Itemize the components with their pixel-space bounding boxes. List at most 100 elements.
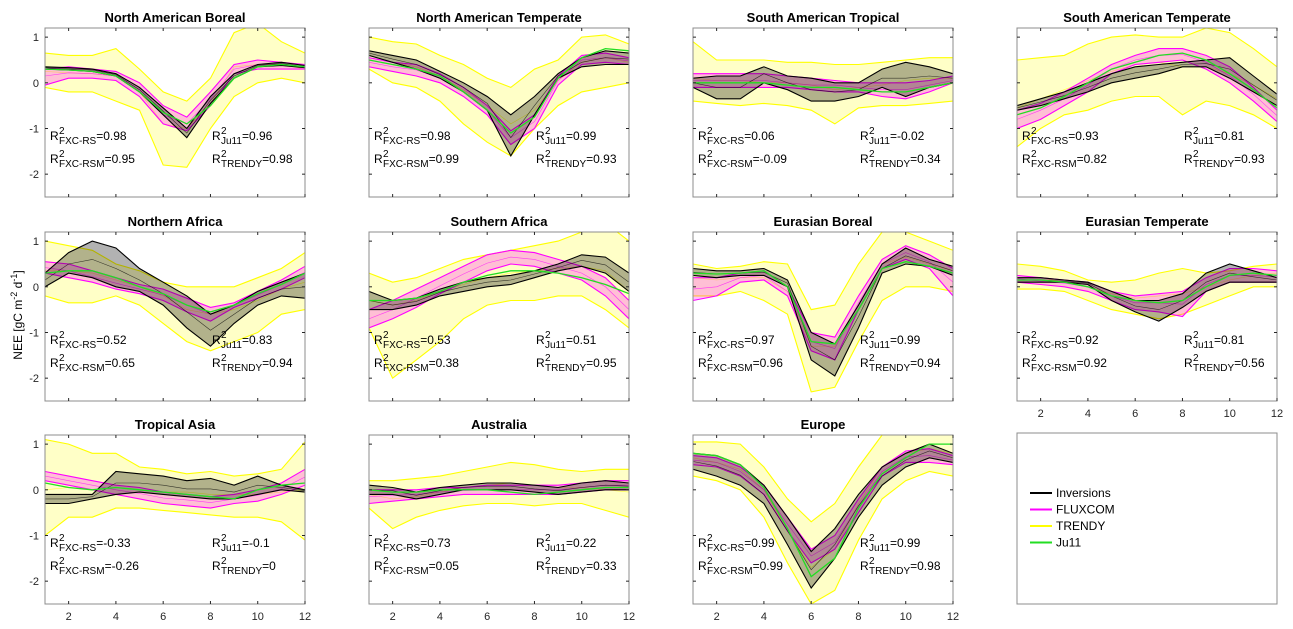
series-line <box>45 270 305 313</box>
mean-line <box>369 259 629 306</box>
y-tick-label: 1 <box>33 236 39 248</box>
mean-line <box>693 73 953 93</box>
stat-value: =0.83 <box>242 333 273 347</box>
stat-annotation: R2 FXC-RS=0.06 <box>698 126 775 147</box>
x-tick-label: 2 <box>390 611 396 623</box>
axes-box <box>44 27 306 198</box>
plot-area <box>693 435 953 604</box>
range-band <box>45 469 305 509</box>
stat-annotation: R2 Ju11=0.96 <box>212 126 273 147</box>
stat-power: 2 <box>383 149 389 160</box>
stat-value: =0.06 <box>744 129 775 143</box>
stat-subscript: FXC-RS <box>383 543 421 554</box>
range-upper <box>369 52 629 132</box>
stat-value: =0 <box>262 559 276 573</box>
stat-subscript: TRENDY <box>869 159 910 170</box>
stat-power: 2 <box>869 556 875 567</box>
stat-annotation: R2 TRENDY=0.94 <box>212 353 293 374</box>
stat-subscript: Ju11 <box>869 543 890 554</box>
stat-subscript: FXC-RS <box>1031 136 1069 147</box>
axes-box <box>1016 231 1278 402</box>
mean-line <box>45 475 305 503</box>
stat-power: 2 <box>545 353 551 364</box>
stat-value: =0.93 <box>1234 152 1265 166</box>
stat-subscript: Ju11 <box>221 136 242 147</box>
stat-value: =0.99 <box>890 333 921 347</box>
range-lower <box>1017 66 1277 111</box>
range-upper <box>693 61 953 84</box>
stat-symbol: R <box>212 152 221 166</box>
stat-value: =0.81 <box>1214 333 1245 347</box>
panel-title: North American Boreal <box>104 10 245 25</box>
stat-subscript: FXC-RS <box>707 340 745 351</box>
y-label-part: d <box>11 282 25 292</box>
stat-power: 2 <box>1193 126 1199 137</box>
range-upper <box>1017 263 1277 302</box>
stat-subscript: TRENDY <box>1193 159 1234 170</box>
stat-symbol: R <box>212 129 221 143</box>
stat-power: 2 <box>59 533 65 544</box>
range-upper <box>369 34 629 89</box>
stat-power: 2 <box>1193 353 1199 364</box>
range-upper <box>45 28 305 102</box>
x-tick-label: 8 <box>531 611 537 623</box>
range-band <box>693 435 953 604</box>
stat-subscript: FXC-RS <box>707 543 745 554</box>
stat-value: =0.05 <box>429 559 460 573</box>
plot-area <box>369 461 629 530</box>
panel-title: South American Temperate <box>1063 10 1231 25</box>
panel-title: South American Tropical <box>747 10 900 25</box>
stat-power: 2 <box>545 149 551 160</box>
stat-annotation: R2 FXC-RSM=-0.26 <box>50 556 139 577</box>
stat-power: 2 <box>383 126 389 137</box>
axes-box <box>44 434 306 605</box>
stat-subscript: TRENDY <box>221 159 262 170</box>
stat-value: =0.98 <box>420 129 451 143</box>
range-lower <box>369 61 629 146</box>
stat-power: 2 <box>1031 126 1037 137</box>
range-band <box>45 241 305 351</box>
stat-annotation: R2 FXC-RS=0.52 <box>50 330 127 351</box>
series-line <box>1017 52 1277 116</box>
y-tick-label: -1 <box>29 327 39 339</box>
stat-annotation: R2 Ju11=0.81 <box>1184 126 1245 147</box>
stat-symbol: R <box>536 152 545 166</box>
stat-value: =0.95 <box>586 356 617 370</box>
mean-line <box>369 482 629 500</box>
stat-symbol: R <box>50 152 59 166</box>
stat-value: =-0.33 <box>96 536 131 550</box>
stat-annotation: R2 TRENDY=0.56 <box>1184 353 1265 374</box>
stat-power: 2 <box>1031 330 1037 341</box>
stat-symbol: R <box>1184 356 1193 370</box>
stat-annotation: R2 FXC-RS=0.98 <box>50 126 127 147</box>
axes-background <box>45 435 305 604</box>
stat-symbol: R <box>698 536 707 550</box>
range-lower <box>693 82 953 102</box>
y-tick-label: 1 <box>33 32 39 44</box>
mean-line <box>45 63 305 134</box>
stat-annotation: R2 FXC-RSM=0.99 <box>374 149 459 170</box>
stat-subscript: FXC-RSM <box>1031 363 1077 374</box>
stat-subscript: FXC-RSM <box>383 566 429 577</box>
range-band <box>693 245 953 360</box>
y-tick-label: -1 <box>29 530 39 542</box>
y-tick-label: -2 <box>29 373 39 385</box>
axes-box <box>692 27 954 198</box>
mean-line <box>369 484 629 496</box>
stat-annotation: R2 FXC-RS=0.99 <box>698 533 775 554</box>
stat-annotation: R2 Ju11=0.99 <box>860 533 921 554</box>
stat-subscript: TRENDY <box>545 566 586 577</box>
range-band <box>369 34 629 156</box>
range-band <box>693 62 953 102</box>
stat-annotation: R2 FXC-RS=0.92 <box>1022 330 1099 351</box>
legend-label: Ju11 <box>1056 536 1081 550</box>
y-label-sup: -1 <box>9 274 19 282</box>
plot-area <box>693 41 953 125</box>
range-lower <box>45 68 305 132</box>
stat-subscript: Ju11 <box>545 340 566 351</box>
range-band <box>45 439 305 541</box>
stat-symbol: R <box>1022 356 1031 370</box>
stat-annotation: R2 TRENDY=0.34 <box>860 149 941 170</box>
stat-subscript: TRENDY <box>1193 363 1234 374</box>
plot-area <box>693 232 953 393</box>
